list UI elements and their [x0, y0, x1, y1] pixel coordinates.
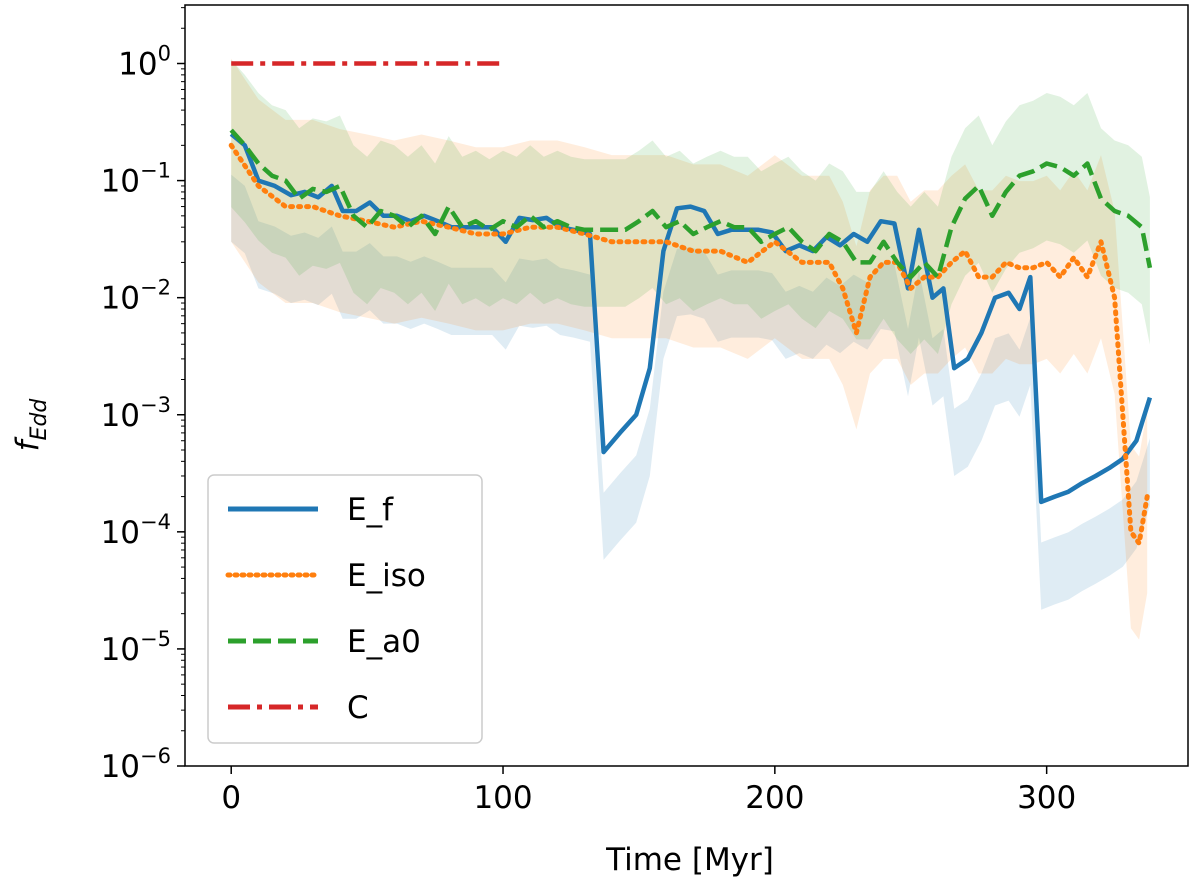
legend-label-e-a0: E_a0 — [347, 624, 421, 660]
series-line-e-f — [229, 132, 1153, 505]
legend-label-e-f: E_f — [347, 492, 394, 528]
series-line-e-a0 — [229, 128, 1153, 280]
y-axis-ticks: 100 10−1 10−2 10−3 10−4 10−5 10−6 — [101, 7, 185, 785]
y-axis-label: fEdd — [10, 398, 52, 452]
y-tick-label: 10−4 — [101, 510, 171, 551]
x-tick-label: 0 — [221, 780, 241, 816]
x-tick-label: 100 — [473, 780, 532, 816]
x-tick-label: 300 — [1017, 780, 1076, 816]
plot-frame — [184, 4, 1189, 767]
y-tick-label: 10−6 — [101, 744, 171, 785]
x-axis-ticks: 0 100 200 300 — [221, 766, 1076, 816]
legend-box — [207, 474, 483, 744]
y-tick-label: 10−1 — [101, 159, 171, 200]
x-tick-label: 200 — [745, 780, 804, 816]
series-line-e-iso — [228, 142, 1150, 546]
legend: E_f E_iso E_a0 C — [207, 474, 483, 744]
band-e-iso — [231, 58, 1148, 640]
y-tick-label: 10−5 — [101, 627, 171, 668]
legend-label-e-iso: E_iso — [347, 558, 426, 594]
series-lines — [228, 61, 1153, 546]
y-tick-label: 10−2 — [101, 276, 171, 317]
y-tick-label: 100 — [118, 42, 171, 83]
y-tick-label: 10−3 — [101, 393, 171, 434]
x-axis-label: Time [Myr] — [605, 842, 774, 878]
legend-label-c: C — [347, 690, 369, 726]
